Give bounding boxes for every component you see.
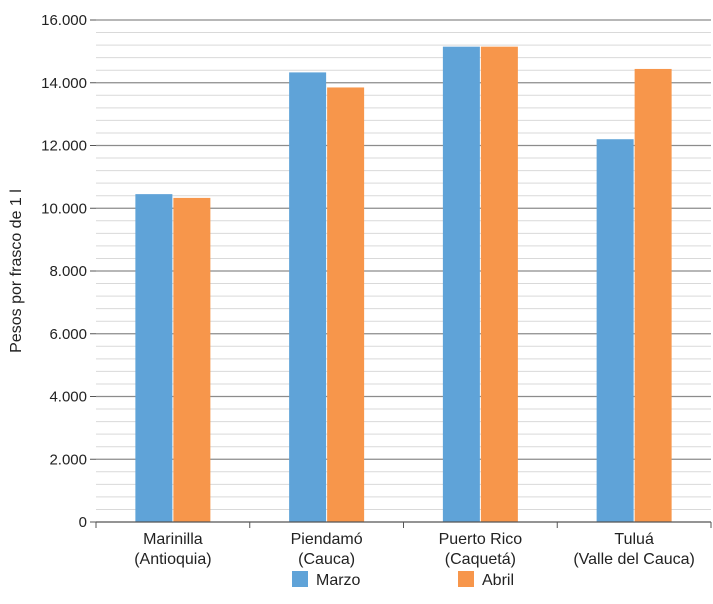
legend-swatch-abril bbox=[458, 571, 474, 587]
y-tick-label: 8.000 bbox=[49, 263, 87, 280]
bar-marzo-4 bbox=[596, 139, 634, 522]
legend-label-abril: Abril bbox=[482, 572, 514, 589]
bar-abril-2 bbox=[327, 87, 365, 523]
legend-label-marzo: Marzo bbox=[316, 572, 361, 589]
bar-marzo-1 bbox=[135, 194, 173, 522]
y-tick-label: 12.000 bbox=[41, 138, 87, 155]
y-tick-label: 2.000 bbox=[49, 451, 87, 468]
x-tick-label: (Antioquia) bbox=[134, 551, 211, 568]
legend-swatch-marzo bbox=[292, 571, 308, 587]
x-tick-label: (Caquetá) bbox=[445, 551, 516, 568]
x-tick-label: Puerto Rico bbox=[439, 531, 523, 548]
bar-marzo-3 bbox=[442, 46, 480, 522]
x-tick-label: Marinilla bbox=[143, 531, 203, 548]
bar-abril-4 bbox=[634, 68, 672, 522]
x-tick-label: Piendamó bbox=[291, 531, 363, 548]
y-tick-label: 6.000 bbox=[49, 326, 87, 343]
bar-marzo-2 bbox=[289, 72, 327, 523]
y-tick-label: 10.000 bbox=[41, 200, 87, 217]
y-tick-label: 0 bbox=[79, 514, 87, 531]
x-tick-label: (Valle del Cauca) bbox=[573, 551, 695, 568]
y-axis-title: Pesos por frasco de 1 l bbox=[8, 189, 25, 353]
y-tick-label: 16.000 bbox=[41, 12, 87, 29]
x-tick-label: Tuluá bbox=[614, 531, 654, 548]
bar-abril-3 bbox=[480, 46, 518, 522]
bar-abril-1 bbox=[173, 197, 211, 523]
x-tick-label: (Cauca) bbox=[298, 551, 355, 568]
y-tick-label: 4.000 bbox=[49, 389, 87, 406]
y-tick-label: 14.000 bbox=[41, 75, 87, 92]
